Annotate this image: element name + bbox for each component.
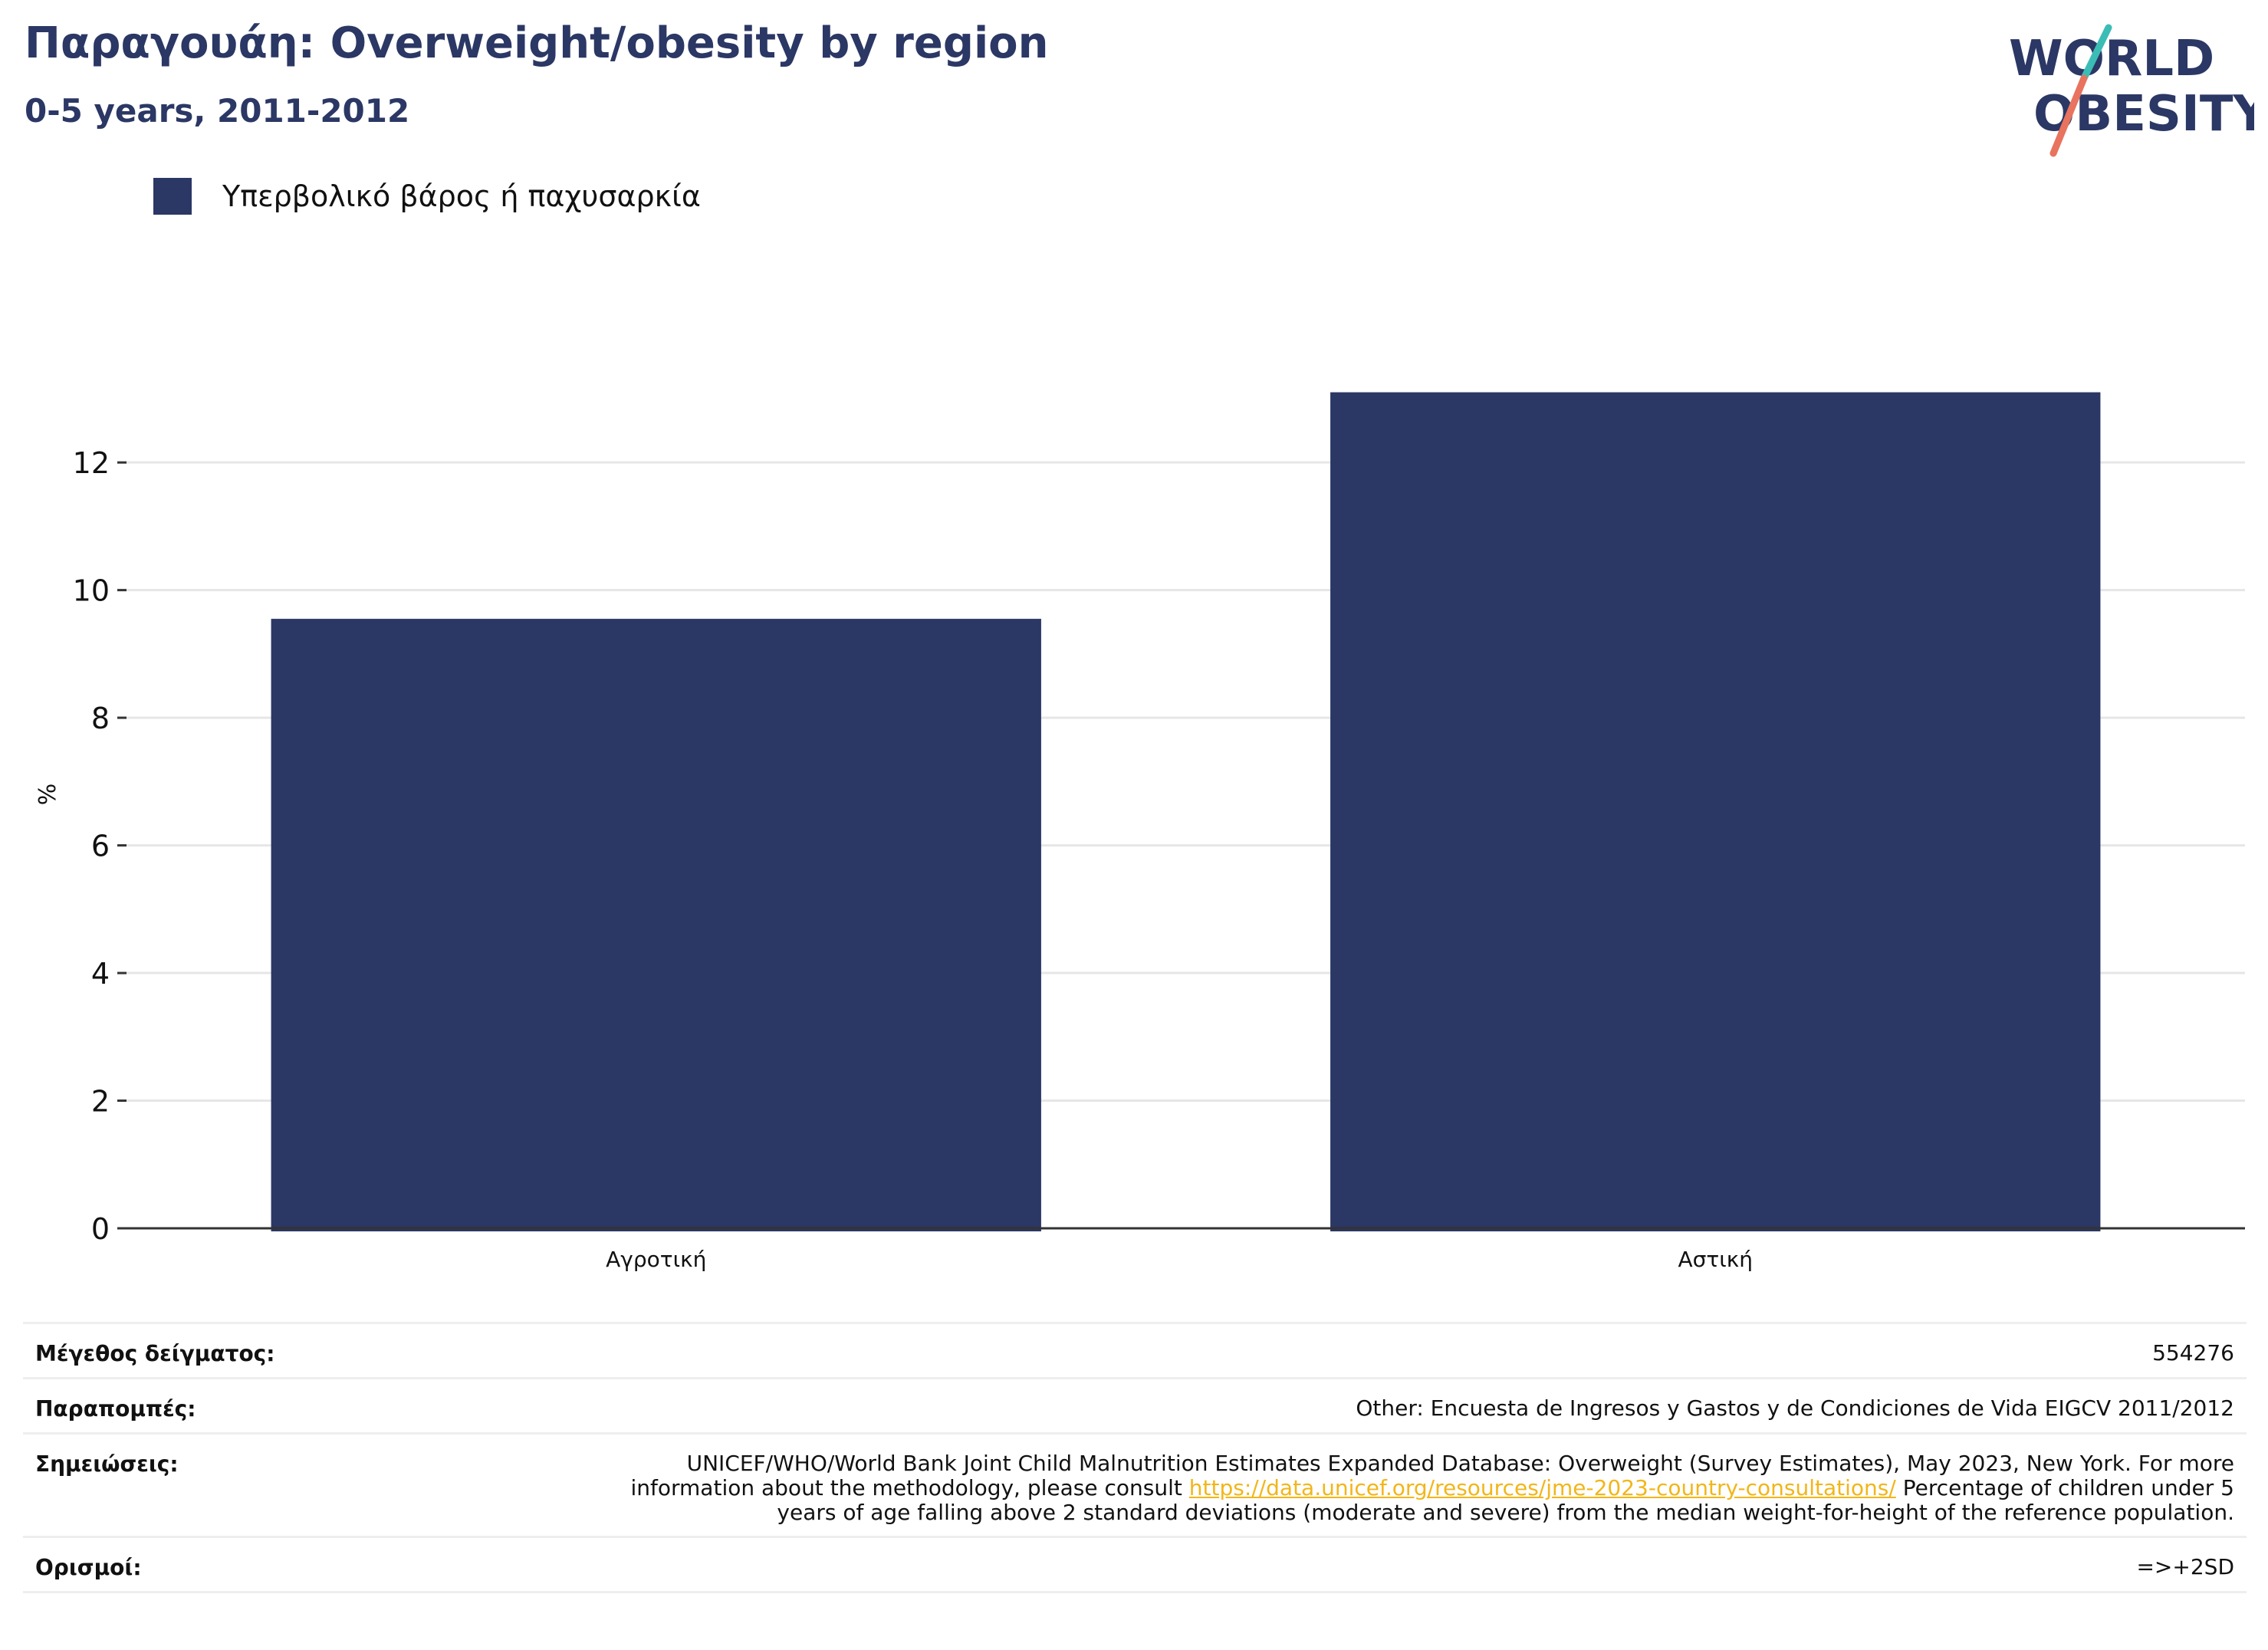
bar-chart: 0 2 4 6 8 10 12% Αγροτική Αστική	[35, 392, 2245, 1272]
definitions-value: =>+2SD	[2136, 1554, 2234, 1579]
y-tick-label: 10	[73, 574, 110, 608]
meta-row-notes: Σημειώσεις: UNICEF/WHO/World Bank Joint …	[23, 1432, 2247, 1536]
x-tick-label: Αγροτική	[606, 1247, 706, 1272]
metadata-table: Μέγεθος δείγματος: 554276 Παραπομπές: Ot…	[23, 1322, 2247, 1593]
bar-1	[271, 619, 1041, 1231]
notes-text-1: UNICEF/WHO/World Bank Joint Child Malnut…	[630, 1451, 2235, 1500]
y-tick-label: 4	[91, 957, 110, 991]
meta-row-definitions: Ορισμοί: =>+2SD	[23, 1536, 2247, 1593]
sample-size-label: Μέγεθος δείγματος:	[35, 1341, 275, 1366]
world-obesity-logo: WORLD OBESITY	[2009, 24, 2254, 157]
meta-row-sample: Μέγεθος δείγματος: 554276	[23, 1322, 2247, 1377]
meta-row-references: Παραπομπές: Other: Encuesta de Ingresos …	[23, 1377, 2247, 1432]
methodology-link[interactable]: https://data.unicef.org/resources/jme-20…	[1188, 1475, 1896, 1500]
notes-label: Σημειώσεις:	[35, 1451, 179, 1477]
chart-legend: Υπερβολικό βάρος ή παχυσαρκία	[153, 178, 701, 215]
y-tick-label: 12	[73, 446, 110, 480]
y-tick-label: 8	[91, 702, 110, 735]
notes-text-2: Percentage of children under 5 years of …	[777, 1475, 2234, 1525]
definitions-label: Ορισμοί:	[35, 1555, 142, 1580]
legend-label: Υπερβολικό βάρος ή παχυσαρκία	[222, 179, 701, 213]
y-tick-label: 6	[91, 830, 110, 863]
logo-slash-top	[2080, 24, 2112, 82]
y-tick-label: 0	[91, 1212, 110, 1246]
chart-subtitle: 0-5 years, 2011-2012	[25, 92, 410, 130]
chart-title: Παραγουάη: Overweight/obesity by region	[25, 18, 1049, 68]
logo-slash-bottom	[2049, 74, 2088, 157]
references-label: Παραπομπές:	[35, 1396, 196, 1422]
notes-value: UNICEF/WHO/World Bank Joint Child Malnut…	[624, 1451, 2235, 1525]
x-tick-label: Αστική	[1678, 1247, 1753, 1272]
bar-2	[1330, 392, 2101, 1231]
legend-swatch	[153, 178, 192, 215]
logo-line1: WORLD	[2009, 31, 2214, 87]
sample-size-value: 554276	[2152, 1340, 2234, 1366]
y-tick-label: 2	[91, 1085, 110, 1119]
references-value: Other: Encuesta de Ingresos y Gastos y d…	[1356, 1395, 2234, 1421]
y-axis-label: %	[35, 784, 61, 806]
